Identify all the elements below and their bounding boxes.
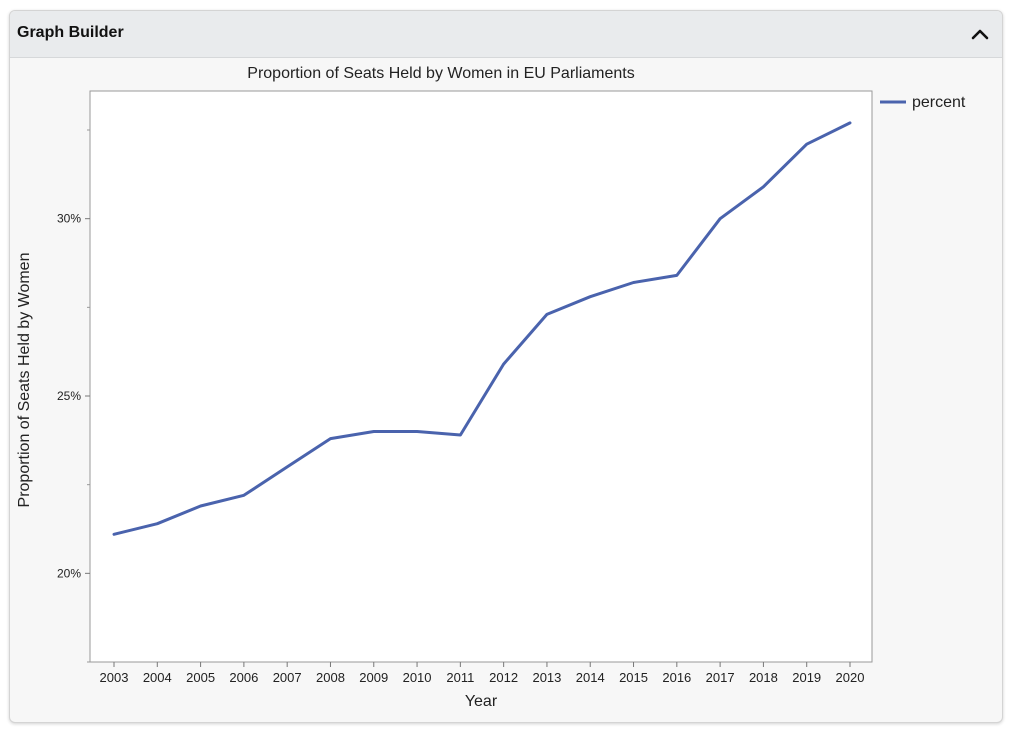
x-tick-label: 2005: [186, 670, 215, 685]
legend-label: percent: [912, 94, 966, 111]
y-tick-label: 20%: [57, 566, 81, 580]
x-tick-label: 2003: [100, 670, 129, 685]
series-line-percent: [112, 121, 852, 536]
x-tick-label: 2008: [316, 670, 345, 685]
panel-header[interactable]: Graph Builder: [10, 11, 1002, 58]
panel-title: Graph Builder: [17, 24, 124, 41]
x-tick-label: 2016: [662, 670, 691, 685]
x-tick-label: 2007: [273, 670, 302, 685]
x-tick-label: 2017: [706, 670, 735, 685]
legend: percent: [880, 94, 966, 111]
chart-area: Proportion of Seats Held by Women in EU …: [10, 58, 1000, 722]
x-tick-label: 2006: [229, 670, 258, 685]
x-tick-label: 2004: [143, 670, 172, 685]
series-layer: [112, 121, 852, 536]
y-tick-label: 25%: [57, 389, 81, 403]
y-axis: 20% 25% 30%: [57, 129, 90, 663]
chevron-up-icon[interactable]: [966, 20, 994, 48]
graph-builder-panel: Graph Builder Proportion of Seats Held b…: [9, 10, 1003, 723]
plot-frame: [89, 90, 873, 663]
y-axis-label: Proportion of Seats Held by Women: [16, 253, 33, 508]
x-tick-label: 2012: [489, 670, 518, 685]
x-axis-label: Year: [465, 693, 498, 710]
x-tick-label: 2009: [359, 670, 388, 685]
x-tick-label: 2013: [532, 670, 561, 685]
x-tick-label: 2020: [836, 670, 865, 685]
x-tick-label: 2018: [749, 670, 778, 685]
x-axis: 2003 2004 2005 2006 2007 2008 2009 2010 2011 2012…: [100, 662, 865, 685]
x-tick-label: 2010: [403, 670, 432, 685]
line-chart: Proportion of Seats Held by Women in EU …: [16, 65, 966, 710]
chart-title: Proportion of Seats Held by Women in EU …: [247, 65, 634, 82]
x-tick-label: 2015: [619, 670, 648, 685]
y-tick-label: 30%: [57, 212, 81, 226]
x-tick-label: 2011: [446, 670, 474, 685]
x-tick-label: 2019: [792, 670, 821, 685]
x-tick-label: 2014: [576, 670, 605, 685]
